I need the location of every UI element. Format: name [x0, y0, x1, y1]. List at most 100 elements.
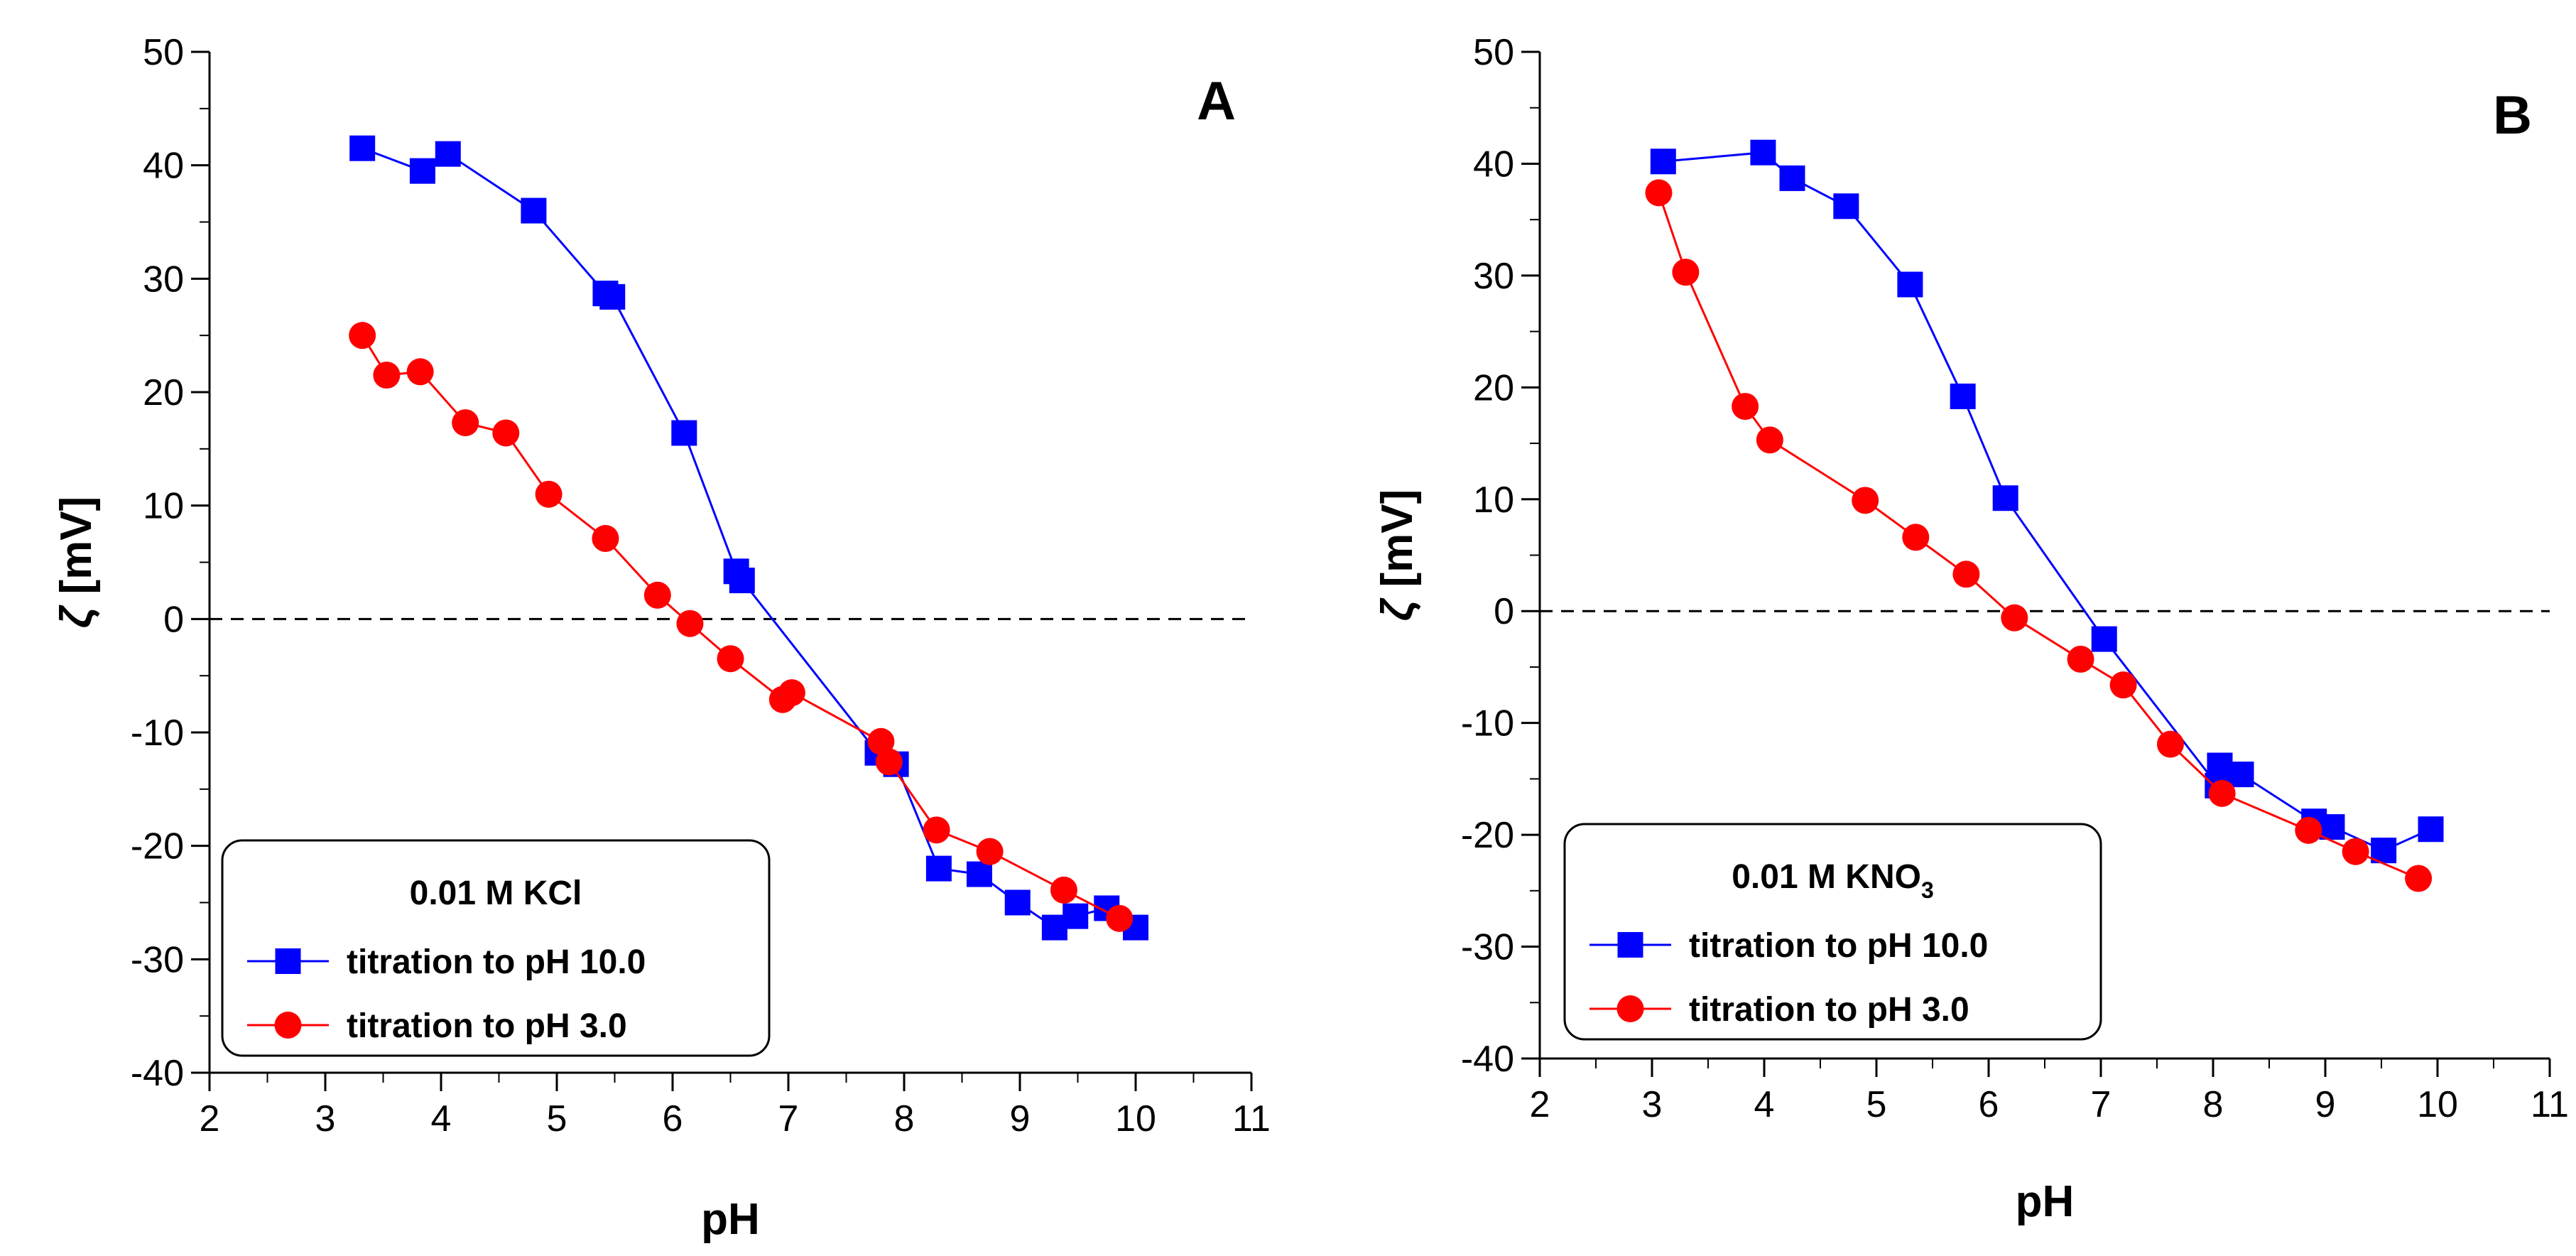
data-point	[2228, 762, 2254, 788]
y-tick-label: -20	[1461, 815, 1514, 856]
y-tick-label: 40	[1473, 144, 1514, 185]
data-point	[717, 645, 744, 673]
data-point	[671, 420, 697, 446]
data-point	[406, 358, 434, 386]
panel-b: 2 3 4 5 6 7 8 9 10 11 -40 -30 -20 -10 0 10 20 30 40 50 pH ζ […	[1373, 32, 2569, 1226]
y-tick-label: 10	[1473, 480, 1514, 521]
data-point	[2208, 779, 2236, 807]
legend: 0.01 M KCl titration to pH 10.0 titration …	[221, 839, 771, 1057]
x-axis-label: pH	[701, 1195, 760, 1244]
data-point	[1952, 561, 1980, 588]
x-axis-label: pH	[2016, 1177, 2075, 1226]
data-point	[2067, 645, 2094, 673]
y-tick-label: -10	[1461, 703, 1514, 745]
y-tick-label: -40	[1461, 1039, 1514, 1080]
data-point	[492, 419, 520, 447]
series-line	[362, 147, 1136, 929]
x-tick-label: 5	[547, 1098, 567, 1139]
data-point	[1645, 179, 1673, 207]
x-tick-label: 9	[1010, 1098, 1031, 1139]
data-point	[535, 480, 563, 508]
y-tick-label: 50	[143, 32, 184, 73]
legend-marker-circle	[274, 1012, 302, 1039]
x-tick-label: 11	[2531, 1084, 2569, 1125]
data-point	[2295, 816, 2322, 844]
data-point	[2342, 838, 2369, 865]
data-point	[2405, 865, 2433, 892]
data-point	[2091, 626, 2117, 652]
legend-title-subscript: 3	[1921, 877, 1934, 903]
legend-entry-label: titration to pH 3.0	[347, 1007, 627, 1045]
x-tick-label: 8	[2203, 1084, 2224, 1125]
legend-box	[1563, 823, 2102, 1041]
legend-entry-label: titration to pH 10.0	[347, 943, 646, 981]
y-axis-label: ζ [mV]	[1373, 489, 1422, 622]
data-point	[1897, 271, 1923, 298]
y-axis-unit: [mV]	[1373, 489, 1422, 600]
y-tick-label: 50	[1473, 32, 1514, 73]
data-point	[867, 727, 895, 755]
x-tick-label: 7	[2091, 1084, 2112, 1125]
data-point	[349, 135, 376, 161]
x-tick-label: 2	[200, 1098, 220, 1139]
data-point	[2207, 752, 2233, 779]
data-point	[643, 581, 671, 609]
data-point	[409, 158, 435, 184]
x-tick-label: 3	[315, 1098, 336, 1139]
x-tick-label: 4	[1754, 1084, 1775, 1125]
y-axis-symbol: ζ	[1373, 597, 1422, 621]
legend-title: 0.01 M KNO3	[1732, 858, 1934, 903]
y-axis-symbol: ζ	[52, 605, 101, 628]
y-tick-label: 20	[1473, 367, 1514, 408]
data-point	[435, 141, 461, 167]
legend-title-text: 0.01 M KCl	[410, 875, 582, 912]
x-tick-label: 9	[2315, 1084, 2336, 1125]
series-line	[1663, 151, 2432, 852]
data-point	[2319, 814, 2345, 840]
data-point	[2109, 671, 2137, 699]
data-point	[1672, 259, 1700, 286]
data-point	[729, 568, 755, 594]
y-tick-label: 20	[143, 372, 184, 413]
data-point	[1779, 165, 1805, 191]
y-tick-label: 0	[163, 599, 184, 640]
x-tick-label: 10	[1115, 1098, 1156, 1139]
data-point	[452, 409, 479, 437]
data-point	[1106, 904, 1134, 932]
panel-label: A	[1197, 71, 1236, 131]
legend-entry-label: titration to pH 10.0	[1689, 927, 1988, 965]
data-point	[1833, 193, 1859, 220]
data-point	[521, 197, 547, 224]
legend-marker-square	[1617, 932, 1643, 958]
y-tick-label: -20	[131, 826, 184, 867]
x-tick-label: 6	[1979, 1084, 1999, 1125]
y-tick-label: -10	[131, 713, 184, 754]
y-axis-label: ζ [mV]	[52, 497, 101, 629]
legend-marker-circle	[1616, 995, 1644, 1022]
data-point	[1852, 487, 1879, 514]
data-point	[676, 610, 704, 637]
data-point	[373, 362, 401, 389]
data-point	[1750, 139, 1776, 166]
data-point	[1650, 148, 1676, 175]
data-point	[2418, 816, 2444, 843]
data-point	[925, 855, 952, 882]
data-point	[349, 322, 376, 350]
data-point	[1992, 485, 2018, 511]
data-point	[1902, 524, 1930, 551]
x-tick-label: 5	[1866, 1084, 1887, 1125]
x-tick-label: 8	[894, 1098, 915, 1139]
panel-a: 2 3 4 5 6 7 8 9 10 11 -40 -30 -20 -10 0 10 20 30 40 50 pH ζ […	[52, 32, 1271, 1244]
y-tick-label: 40	[143, 146, 184, 187]
data-point	[592, 524, 619, 552]
y-axis-unit: [mV]	[52, 497, 101, 607]
x-tick-label: 4	[431, 1098, 452, 1139]
data-point	[875, 748, 903, 776]
data-point	[923, 816, 950, 844]
x-tick-label: 10	[2417, 1084, 2458, 1125]
data-point	[1756, 426, 1783, 454]
data-point	[2156, 730, 2184, 758]
data-point	[976, 838, 1004, 865]
y-tick-label: 10	[143, 486, 184, 527]
y-tick-label: 0	[1494, 591, 1514, 632]
